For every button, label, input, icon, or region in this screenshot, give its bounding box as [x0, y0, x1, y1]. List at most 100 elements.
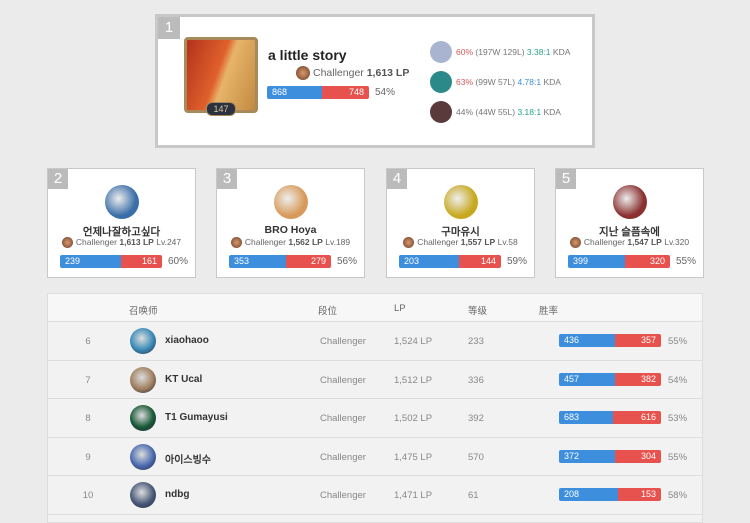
winrate: 55% — [676, 256, 697, 267]
profile-icon — [613, 185, 647, 219]
losses: 320 — [624, 255, 670, 268]
winrate: 54% — [668, 374, 688, 386]
header-lp: LP — [394, 303, 406, 314]
summoner-name[interactable]: KT Ucal — [165, 373, 203, 385]
header-tier: 段位 — [318, 306, 338, 317]
winrate: 53% — [668, 413, 688, 424]
winrate: 59% — [507, 256, 528, 267]
losses: 153 — [617, 488, 661, 501]
tier: Challenger — [583, 237, 625, 247]
table-row[interactable]: 10 ndbg Challenger 1,471 LP 61 208 153 58… — [48, 476, 702, 515]
lp: 1,547 LP — [627, 237, 662, 247]
champion-stat: 60% (197W 129L) 3.38:1 KDA — [430, 41, 570, 63]
winloss-bar: 399 320 — [568, 255, 670, 268]
lp: 1,613 LP — [119, 237, 154, 247]
rank-badge: 2 — [48, 169, 68, 189]
challenger-crest-icon — [296, 66, 310, 80]
champion-icon — [430, 101, 452, 123]
winloss-bar: 436 357 — [559, 334, 661, 347]
champ-kda: 3.38:1 — [526, 47, 551, 57]
summoner-name[interactable]: a little story — [268, 47, 347, 63]
summoner-name[interactable]: ndbg — [165, 489, 190, 500]
winrate: 56% — [337, 256, 358, 267]
level: 61 — [468, 490, 479, 501]
winloss-bar: 372 304 — [559, 449, 661, 463]
table-row[interactable]: 9 아이스빙수 Challenger 1,475 LP 570 372 304 5… — [48, 438, 702, 476]
champion-stat: 63% (99W 57L) 4.78:1 KDA — [430, 71, 561, 93]
summoner-name[interactable]: xiaohaoo — [165, 335, 209, 346]
tier-line: Challenger 1,547 LP Lv.320 — [556, 237, 703, 249]
level: 233 — [468, 336, 484, 347]
summoner-name[interactable]: 지난 슬픔속에 — [599, 226, 660, 238]
table-header: 召唤师 段位 LP 等级 胜率 — [48, 294, 702, 322]
wins: 683 — [559, 411, 613, 424]
tier-line: Challenger 1,562 LP Lv.189 — [217, 237, 364, 249]
tier: Challenger — [320, 336, 366, 347]
kda-label: KDA — [543, 77, 561, 87]
wins: 372 — [559, 449, 616, 463]
lp: 1,471 LP — [394, 490, 433, 501]
lp: 1,524 LP — [394, 336, 433, 347]
rank: 10 — [82, 490, 94, 501]
profile-icon — [130, 405, 156, 431]
wins: 353 — [229, 255, 287, 268]
wins: 457 — [559, 372, 615, 386]
level: Lv.320 — [664, 237, 690, 247]
tier: Challenger — [320, 413, 366, 424]
summoner-name[interactable]: 아이스빙수 — [165, 454, 211, 466]
losses: 357 — [615, 334, 661, 347]
top-player-card[interactable]: 1 147 a little story Challenger 1,613 LP… — [155, 14, 595, 148]
wins: 868 — [267, 86, 323, 99]
summoner-name[interactable]: 언제나잘하고싶다 — [82, 226, 161, 238]
winloss-bar: 353 279 — [229, 255, 331, 268]
winrate: 54% — [375, 87, 396, 98]
wins: 399 — [568, 255, 625, 268]
profile-icon — [184, 37, 258, 113]
losses: 144 — [458, 255, 501, 268]
champ-kda: 4.78:1 — [517, 77, 542, 87]
level: 336 — [468, 374, 484, 386]
profile-icon — [130, 443, 156, 470]
winrate: 55% — [668, 451, 688, 463]
tier: Challenger — [417, 237, 459, 247]
table-row[interactable]: 6 xiaohaoo Challenger 1,524 LP 233 436 35… — [48, 322, 702, 361]
player-card[interactable]: 4 구마유시 Challenger 1,557 LP Lv.58 203 144 … — [386, 168, 535, 278]
player-card[interactable]: 3 BRO Hoya Challenger 1,562 LP Lv.189 35… — [216, 168, 365, 278]
winrate: 60% — [168, 256, 189, 267]
summoner-name[interactable]: 구마유시 — [441, 226, 480, 238]
wins: 208 — [559, 488, 618, 501]
ranking-table: 召唤师 段位 LP 等级 胜率 6 xiaohaoo Challenger 1,… — [47, 293, 703, 523]
losses: 616 — [612, 411, 661, 424]
rank: 8 — [85, 413, 91, 424]
champ-record: (99W 57L) — [475, 77, 516, 87]
champion-stat: 44% (44W 55L) 3.18:1 KDA — [430, 101, 561, 123]
champ-kda: 3.18:1 — [517, 107, 542, 117]
tier: Challenger — [320, 374, 366, 386]
summoner-name[interactable]: T1 Gumayusi — [165, 412, 228, 423]
tier: Challenger — [244, 237, 286, 247]
tier-line: Challenger 1,613 LP — [296, 66, 409, 80]
rank-badge: 4 — [387, 169, 407, 189]
profile-icon — [130, 366, 156, 393]
challenger-crest-icon — [61, 237, 73, 249]
tier: Challenger — [313, 66, 364, 79]
losses: 279 — [286, 255, 331, 268]
winloss-bar: 683 616 — [559, 411, 661, 424]
profile-icon — [130, 482, 156, 508]
losses: 382 — [614, 372, 661, 386]
challenger-crest-icon — [569, 237, 581, 249]
level: Lv.189 — [325, 237, 351, 247]
table-row[interactable]: 8 T1 Gumayusi Challenger 1,502 LP 392 68… — [48, 399, 702, 438]
header-summoner: 召唤师 — [129, 306, 158, 317]
profile-icon — [444, 185, 478, 219]
player-card[interactable]: 5 지난 슬픔속에 Challenger 1,547 LP Lv.320 399… — [555, 168, 704, 278]
summoner-name[interactable]: BRO Hoya — [264, 224, 317, 236]
winloss-bar: 208 153 — [559, 488, 661, 501]
champ-winrate: 60% — [456, 47, 474, 57]
wins: 239 — [60, 255, 121, 268]
table-row[interactable]: 7 KT Ucal Challenger 1,512 LP 336 457 382… — [48, 361, 702, 399]
tier: Challenger — [320, 490, 366, 501]
player-card[interactable]: 2 언제나잘하고싶다 Challenger 1,613 LP Lv.247 23… — [47, 168, 196, 278]
wins: 203 — [399, 255, 459, 268]
tier: Challenger — [75, 237, 117, 247]
